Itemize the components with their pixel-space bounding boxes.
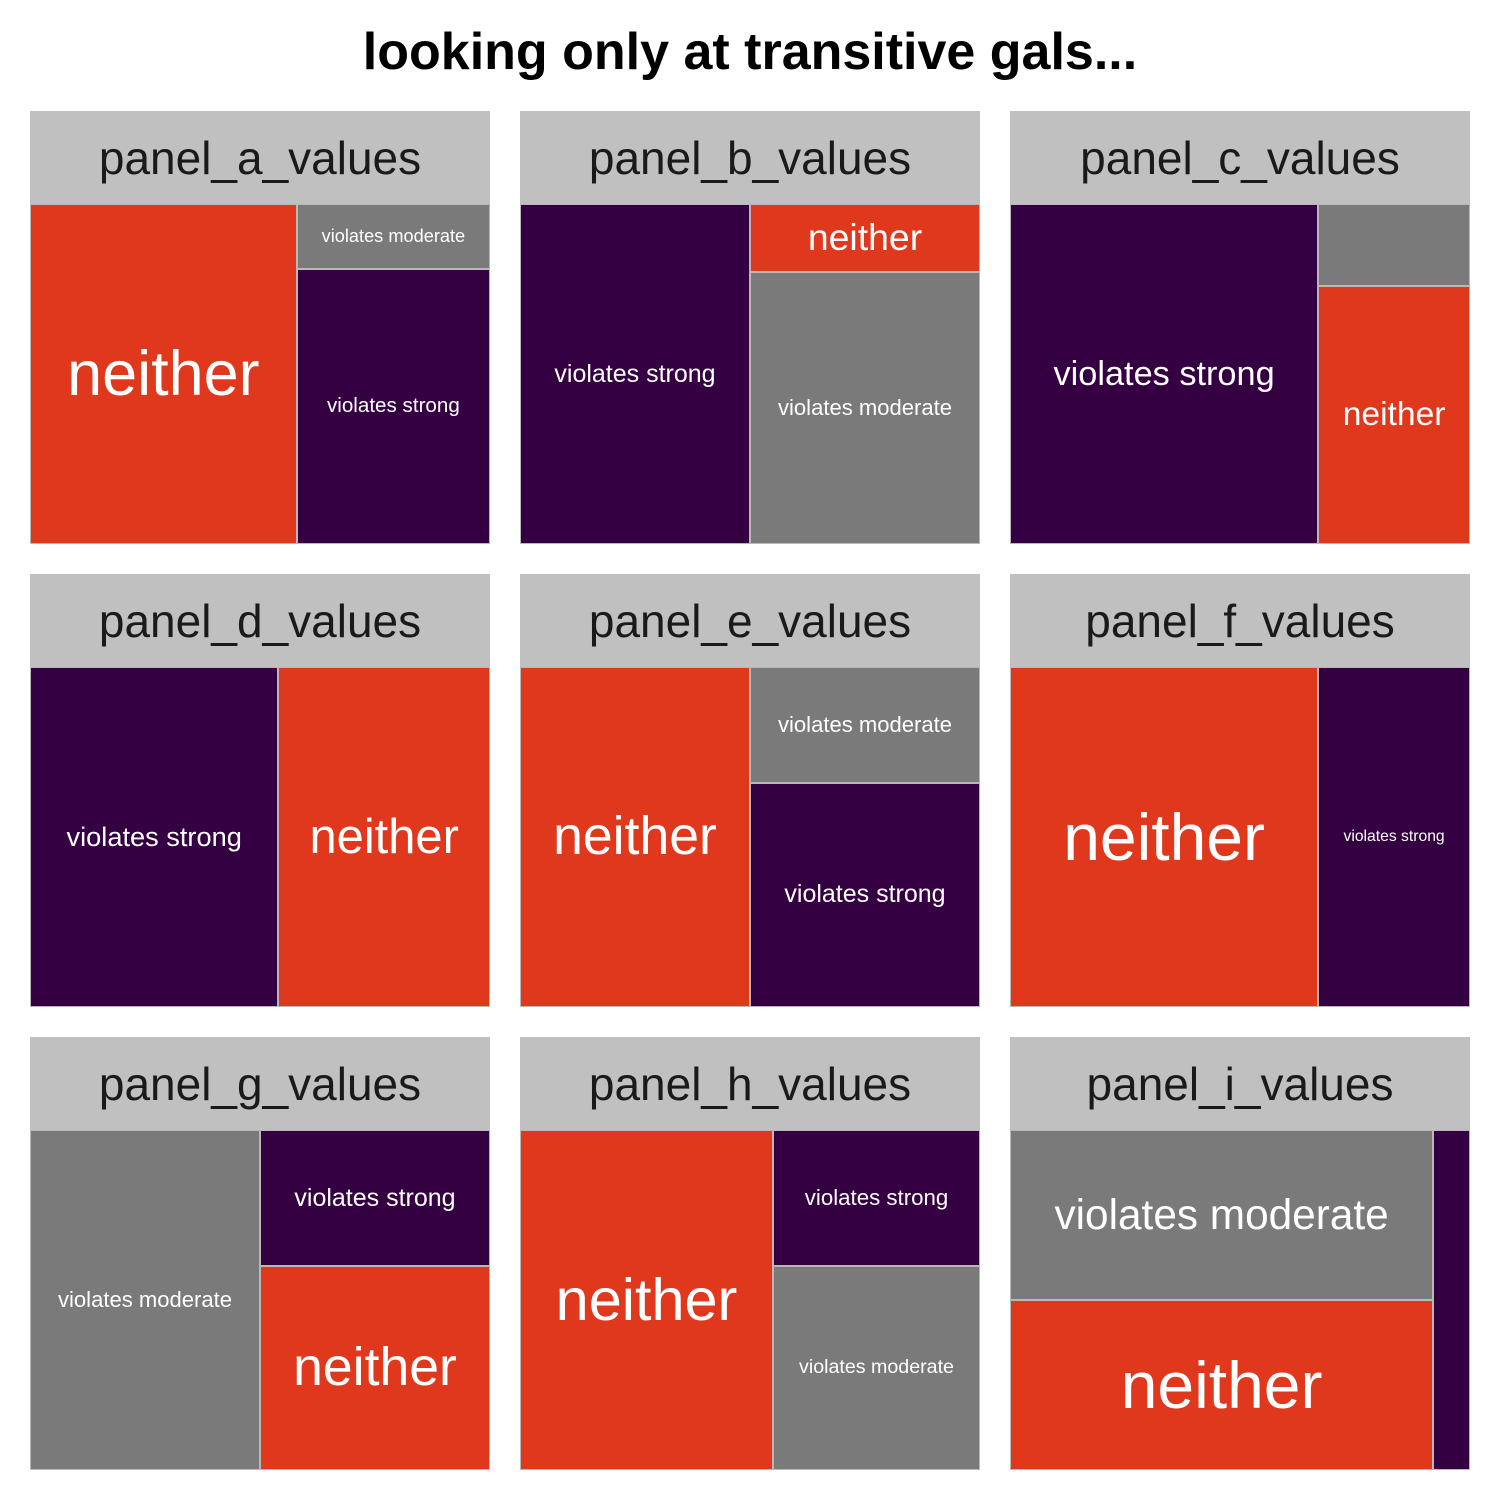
facet-strip-label: panel_c_values (1010, 111, 1470, 204)
facet-strip-label: panel_i_values (1010, 1037, 1470, 1130)
facet-strip-label: panel_f_values (1010, 574, 1470, 667)
facet-panel: panel_g_values violates moderate violates … (30, 1037, 490, 1470)
treemap-area: violates strong neither (30, 667, 490, 1007)
tile-label: violates moderate (321, 226, 466, 247)
tile-label: violates moderate (799, 1356, 954, 1379)
treemap-area: neither violates moderate violates strong (30, 204, 490, 544)
treemap-tile: violates moderate (1010, 1130, 1434, 1300)
treemap-tile: violates moderate (750, 272, 980, 544)
treemap-tile: neither (30, 204, 297, 544)
treemap-tile: violates strong (520, 204, 750, 544)
facet-strip-label: panel_d_values (30, 574, 490, 667)
treemap-tile: violates strong (750, 782, 980, 1007)
facet-panel: panel_c_values violates strong neither (1010, 111, 1470, 544)
treemap-area: neither violates moderate violates strong (520, 667, 980, 1007)
treemap-tile: neither (1318, 286, 1470, 544)
tile-label: neither (1063, 800, 1265, 874)
tile-label: violates strong (326, 394, 460, 418)
facet-strip-label: panel_h_values (520, 1037, 980, 1130)
treemap-tile: violates moderate (750, 667, 980, 783)
treemap-tile: neither (278, 667, 490, 1007)
tile-label: neither (1342, 396, 1446, 434)
tile-label: violates moderate (777, 394, 953, 420)
tile-label: neither (807, 216, 923, 259)
tile-label: neither (555, 1266, 738, 1334)
facet-panel: panel_b_values violates strong neither viol… (520, 111, 980, 544)
treemap-tile: violates strong (260, 1130, 490, 1266)
treemap-tile: neither (520, 1130, 773, 1470)
treemap-tile: neither (750, 204, 980, 272)
facet-panel: panel_i_values violates moderate neither (1010, 1037, 1470, 1470)
treemap-area: neither violates strong (1010, 667, 1470, 1007)
facet-strip-label: panel_b_values (520, 111, 980, 204)
tile-label: neither (67, 338, 260, 409)
treemap-tile: violates moderate (296, 204, 490, 269)
tile-label: neither (553, 807, 717, 867)
treemap-tile (1433, 1130, 1470, 1470)
chart-title: looking only at transitive gals... (362, 23, 1138, 81)
treemap-tile: violates strong (1010, 204, 1319, 544)
treemap-area: violates strong neither (1010, 204, 1470, 544)
treemap-area: violates moderate violates strong neither (30, 1130, 490, 1470)
tile-label: violates strong (804, 1184, 949, 1210)
tile-label: violates moderate (777, 711, 953, 737)
tile-label: neither (293, 1338, 457, 1398)
treemap-tile: violates strong (296, 268, 490, 544)
treemap-tile: neither (1010, 1300, 1434, 1470)
treemap-tile: violates moderate (773, 1266, 980, 1470)
tile-label: violates moderate (1054, 1190, 1389, 1238)
treemap-tile: violates strong (1318, 667, 1470, 1007)
tile-label: violates strong (554, 359, 716, 388)
treemap-area: neither violates strong violates moderate (520, 1130, 980, 1470)
tile-label: neither (1120, 1348, 1323, 1422)
tile-label: violates strong (66, 821, 242, 853)
treemap-tile: neither (520, 667, 750, 1007)
tile-label: violates strong (294, 1183, 456, 1212)
facet-strip-label: panel_a_values (30, 111, 490, 204)
tile-label: violates strong (784, 880, 946, 909)
treemap-tile: violates strong (773, 1130, 980, 1266)
tile-label: neither (309, 809, 459, 864)
treemap-tile: neither (1010, 667, 1319, 1007)
tile-label: violates strong (1053, 354, 1275, 393)
treemap-tile: neither (260, 1266, 490, 1470)
treemap-area: violates strong neither violates moderate (520, 204, 980, 544)
facet-strip-label: panel_g_values (30, 1037, 490, 1130)
treemap-tile: violates strong (30, 667, 279, 1007)
treemap-tile (1318, 204, 1470, 287)
tile-label: violates strong (1343, 828, 1445, 846)
facet-strip-label: panel_e_values (520, 574, 980, 667)
treemap-tile: violates moderate (30, 1130, 260, 1470)
tile-label: violates moderate (57, 1286, 233, 1312)
treemap-area: violates moderate neither (1010, 1130, 1470, 1470)
facet-panel: panel_d_values violates strong neither (30, 574, 490, 1007)
